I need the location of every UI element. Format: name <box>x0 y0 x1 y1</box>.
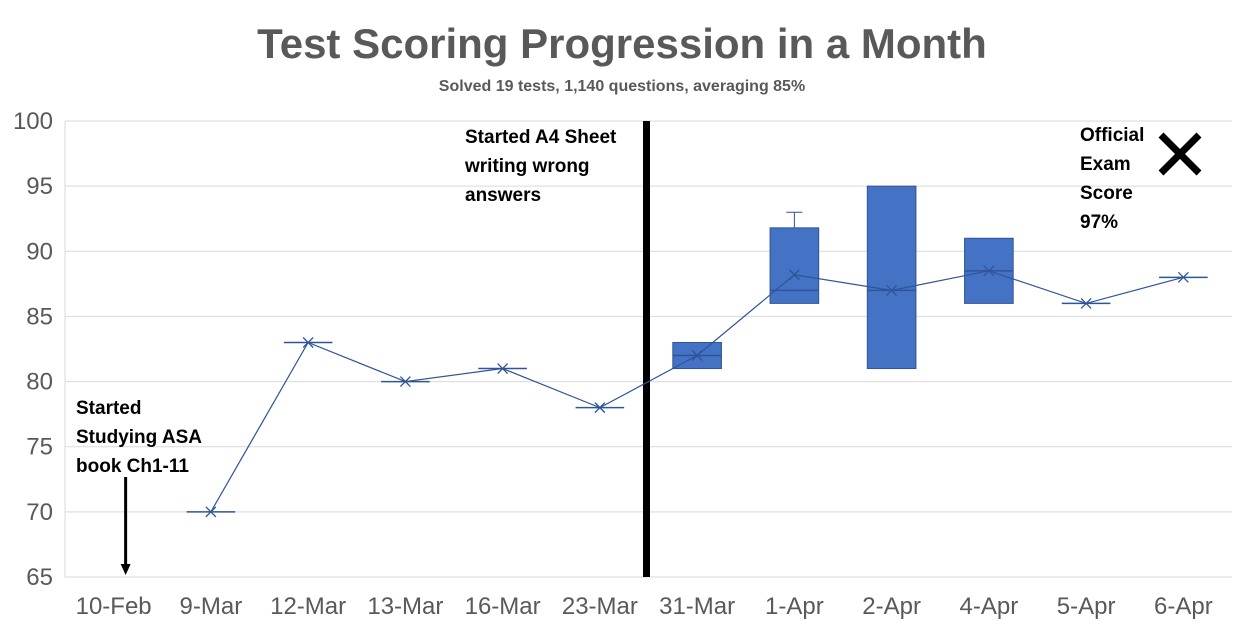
start-note-line-2: book Ch1-11 <box>76 456 189 477</box>
y-tick-label-95: 95 <box>26 173 53 200</box>
x-tick-label-4-Apr: 4-Apr <box>960 593 1019 620</box>
mean-marker-6-Apr <box>1177 271 1189 283</box>
exam-note-line-3: 97% <box>1080 212 1118 233</box>
start-note-line-0: Started <box>76 398 141 419</box>
y-tick-label-70: 70 <box>26 499 53 526</box>
start-arrow-head <box>120 564 131 575</box>
box-layer <box>186 185 1208 513</box>
y-tick-label-100: 100 <box>13 108 53 135</box>
start-note-line-1: Studying ASA <box>76 427 202 448</box>
x-tick-label-9-Mar: 9-Mar <box>180 593 243 620</box>
box-2-Apr <box>866 185 917 370</box>
x-tick-label-16-Mar: 16-Mar <box>465 593 541 620</box>
divider-note-line-1: writing wrong <box>464 156 590 177</box>
mean-line-layer <box>205 265 1189 518</box>
y-tick-label-65: 65 <box>26 564 53 591</box>
chart-subtitle: Solved 19 tests, 1,140 questions, averag… <box>439 78 805 95</box>
y-tick-label-90: 90 <box>26 238 53 265</box>
exam-score-marker <box>1158 132 1202 176</box>
mean-line <box>210 270 1184 513</box>
x-tick-label-6-Apr: 6-Apr <box>1154 593 1213 620</box>
mean-marker-4-Apr <box>983 265 995 277</box>
y-tick-label-85: 85 <box>26 303 53 330</box>
x-tick-label-1-Apr: 1-Apr <box>765 593 824 620</box>
exam-note-line-1: Exam <box>1080 154 1131 175</box>
box-1-Apr <box>769 227 820 304</box>
mean-marker-5-Apr <box>1080 297 1092 309</box>
x-tick-label-13-Mar: 13-Mar <box>367 593 443 620</box>
annotation-layer: Started Studying ASA book Ch1-11 Started A4… <box>76 125 1202 575</box>
mean-marker-9-Mar <box>205 506 217 518</box>
mean-marker-13-Mar <box>399 376 411 388</box>
exam-note-line-2: Score <box>1080 183 1133 204</box>
chart-title: Test Scoring Progression in a Month <box>257 20 987 67</box>
mean-marker-16-Mar <box>497 363 509 375</box>
mean-marker-23-Mar <box>594 402 606 414</box>
y-tick-label-80: 80 <box>26 369 53 396</box>
x-axis: 10-Feb 9-Mar 12-Mar 13-Mar 16-Mar 23-Mar 31-Ma… <box>76 593 1213 620</box>
x-tick-label-31-Mar: 31-Mar <box>659 593 735 620</box>
x-tick-label-2-Apr: 2-Apr <box>862 593 921 620</box>
mean-marker-2-Apr <box>886 284 898 296</box>
y-axis: 65 70 75 80 85 90 95 100 <box>13 108 53 591</box>
divider-note-line-0: Started A4 Sheet <box>465 127 617 148</box>
x-tick-label-12-Mar: 12-Mar <box>270 593 346 620</box>
x-tick-label-23-Mar: 23-Mar <box>562 593 638 620</box>
mean-marker-12-Mar <box>302 337 314 348</box>
mean-marker-31-Mar <box>691 350 703 361</box>
mean-marker-1-Apr <box>788 269 800 281</box>
x-tick-label-5-Apr: 5-Apr <box>1057 593 1116 620</box>
x-tick-label-10-Feb: 10-Feb <box>76 593 152 620</box>
y-tick-label-75: 75 <box>26 434 53 461</box>
exam-note-line-0: Official <box>1080 125 1144 146</box>
divider-note-line-2: answers <box>465 185 541 206</box>
